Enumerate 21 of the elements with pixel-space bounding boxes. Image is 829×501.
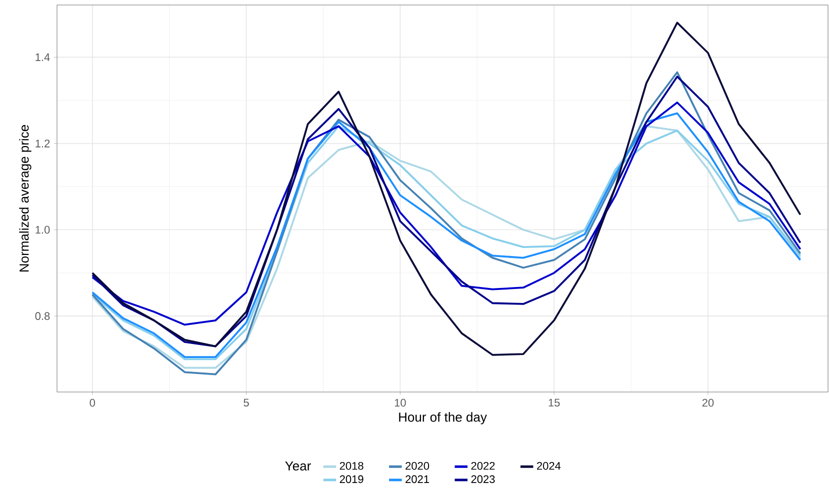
y-axis-title: Normalized average price (19, 125, 32, 272)
x-tick-label: 15 (548, 398, 560, 407)
legend-label: 2023 (471, 475, 495, 484)
x-tick-label: 10 (394, 398, 406, 407)
x-tick-label: 20 (702, 398, 714, 407)
x-axis-title: Hour of the day (399, 412, 487, 424)
y-tick-label: 1.0 (36, 226, 50, 234)
line-series (91, 22, 802, 356)
y-tick-label: 0.8 (35, 312, 50, 320)
legend-label: 2020 (406, 462, 430, 470)
legend-label: 2024 (537, 462, 561, 470)
line-series (91, 102, 802, 326)
legend-label: 2019 (340, 475, 364, 484)
x-tick-label: 0 (90, 398, 96, 407)
legend-label: 2022 (471, 462, 495, 470)
x-tick-label: 5 (244, 398, 249, 407)
legend-label: 2021 (406, 475, 429, 484)
y-tick-label: 1.4 (36, 53, 50, 61)
legend-label: 2018 (340, 462, 364, 470)
legend-title: Year (285, 461, 311, 471)
y-tick-label: 1.2 (36, 140, 50, 148)
